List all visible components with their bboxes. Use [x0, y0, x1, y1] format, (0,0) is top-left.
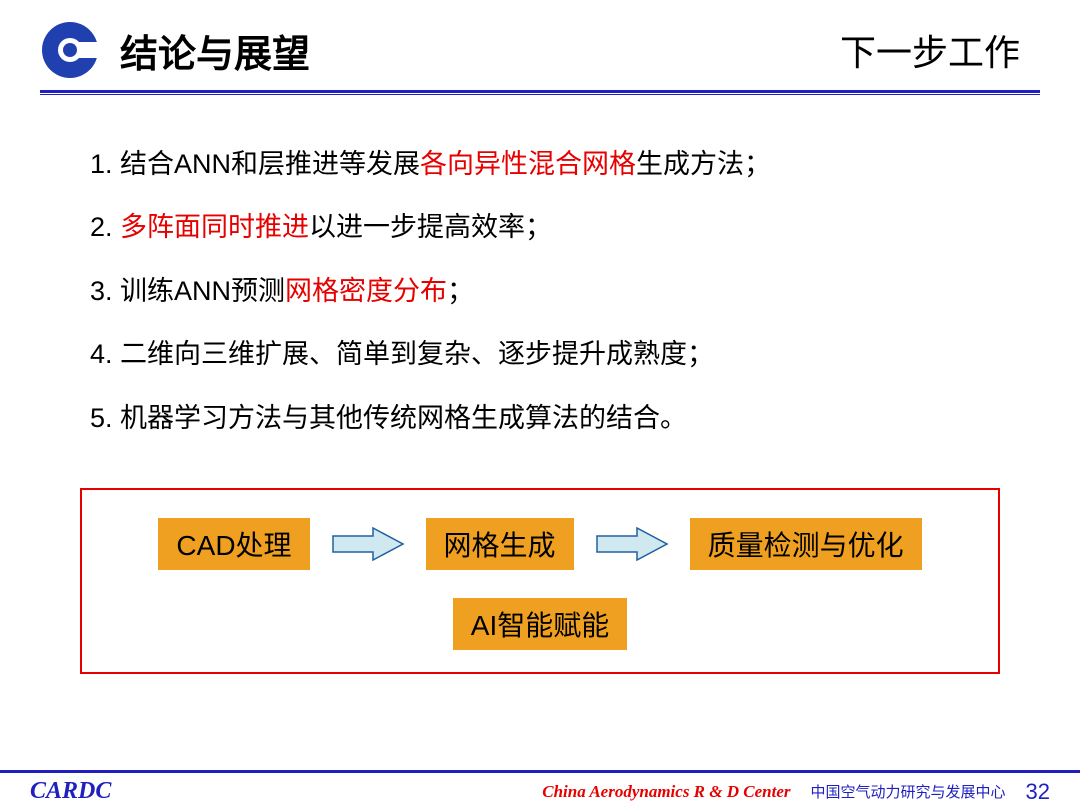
- page-number: 32: [1026, 779, 1050, 805]
- list-item: 2. 多阵面同时推进以进一步提高效率；: [90, 198, 990, 257]
- node-quality: 质量检测与优化: [690, 518, 922, 570]
- content-area: 1. 结合ANN和层推进等发展各向异性混合网格生成方法；2. 多阵面同时推进以进…: [0, 95, 1080, 448]
- footer-org-cn: 中国空气动力研究与发展中心: [811, 781, 1006, 802]
- footer-right: China Aerodynamics R & D Center 中国空气动力研究…: [542, 779, 1050, 805]
- arrow-icon: [328, 524, 408, 564]
- arrow-icon: [592, 524, 672, 564]
- list-item: 1. 结合ANN和层推进等发展各向异性混合网格生成方法；: [90, 135, 990, 194]
- process-diagram: CAD处理 网格生成 质量检测与优化 AI智能赋能: [80, 488, 1000, 674]
- diagram-row-1: CAD处理 网格生成 质量检测与优化: [112, 518, 968, 570]
- node-ai: AI智能赋能: [453, 598, 627, 650]
- bullet-list: 1. 结合ANN和层推进等发展各向异性混合网格生成方法；2. 多阵面同时推进以进…: [90, 135, 990, 448]
- slide-footer: CARDC China Aerodynamics R & D Center 中国…: [0, 770, 1080, 810]
- list-item: 4. 二维向三维扩展、简单到复杂、逐步提升成熟度；: [90, 325, 990, 384]
- footer-org-en: China Aerodynamics R & D Center: [542, 782, 790, 802]
- header-left: 结论与展望: [40, 20, 310, 80]
- slide-title: 结论与展望: [120, 23, 310, 78]
- footer-logo-text: CARDC: [30, 778, 111, 805]
- diagram-row-2: AI智能赋能: [112, 598, 968, 650]
- node-mesh: 网格生成: [426, 518, 574, 570]
- slide-subtitle: 下一步工作: [840, 24, 1020, 76]
- list-item: 3. 训练ANN预测网格密度分布；: [90, 262, 990, 321]
- cardc-logo-icon: [40, 20, 100, 80]
- slide-header: 结论与展望 下一步工作: [0, 0, 1080, 90]
- node-cad: CAD处理: [158, 518, 309, 570]
- list-item: 5. 机器学习方法与其他传统网格生成算法的结合。: [90, 389, 990, 448]
